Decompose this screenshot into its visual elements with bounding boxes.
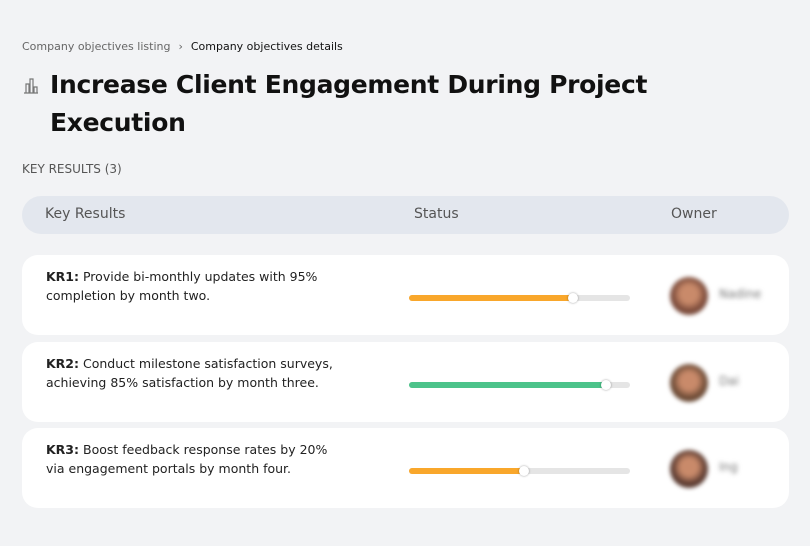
key-result-text: KR2: Conduct milestone satisfaction surv… <box>46 354 346 392</box>
key-result-text: KR3: Boost feedback response rates by 20… <box>46 440 346 478</box>
header-key-results: Key Results <box>45 206 126 222</box>
header-owner: Owner <box>671 206 717 222</box>
key-result-description: Boost feedback response rates by 20% via… <box>46 442 328 476</box>
chevron-right-icon: › <box>178 40 183 53</box>
breadcrumb: Company objectives listing › Company obj… <box>22 40 343 53</box>
avatar <box>670 277 708 315</box>
owner-name: Nadine <box>719 287 762 301</box>
key-result-id: KR3: <box>46 442 80 457</box>
key-result-text: KR1: Provide bi-monthly updates with 95%… <box>46 267 346 305</box>
breadcrumb-parent-link[interactable]: Company objectives listing <box>22 40 171 53</box>
key-result-id: KR2: <box>46 356 80 371</box>
key-result-description: Conduct milestone satisfaction surveys, … <box>46 356 333 390</box>
progress-bar <box>409 293 630 303</box>
progress-knob <box>600 380 611 390</box>
progress-bar <box>409 380 630 390</box>
progress-bar <box>409 466 630 476</box>
table-header: Key Results Status Owner <box>22 196 789 234</box>
progress-fill <box>409 293 578 303</box>
progress-knob <box>518 466 529 476</box>
owner-name: Dai <box>719 374 739 388</box>
page-header: Increase Client Engagement During Projec… <box>22 66 650 142</box>
avatar <box>670 450 708 488</box>
avatar <box>670 364 708 402</box>
key-result-description: Provide bi-monthly updates with 95% comp… <box>46 269 318 303</box>
breadcrumb-current: Company objectives details <box>190 40 343 53</box>
table-row[interactable]: KR3: Boost feedback response rates by 20… <box>22 428 789 508</box>
table-row[interactable]: KR1: Provide bi-monthly updates with 95%… <box>22 255 789 335</box>
building-chart-icon <box>24 78 38 94</box>
section-label: KEY RESULTS (3) <box>22 162 122 176</box>
header-status: Status <box>414 206 459 222</box>
progress-fill <box>409 466 529 476</box>
table-row[interactable]: KR2: Conduct milestone satisfaction surv… <box>22 342 789 422</box>
key-result-id: KR1: <box>46 269 80 284</box>
progress-knob <box>567 293 578 303</box>
progress-fill <box>409 380 611 390</box>
page-title: Increase Client Engagement During Projec… <box>50 70 648 137</box>
owner-name: Ing <box>719 460 738 474</box>
